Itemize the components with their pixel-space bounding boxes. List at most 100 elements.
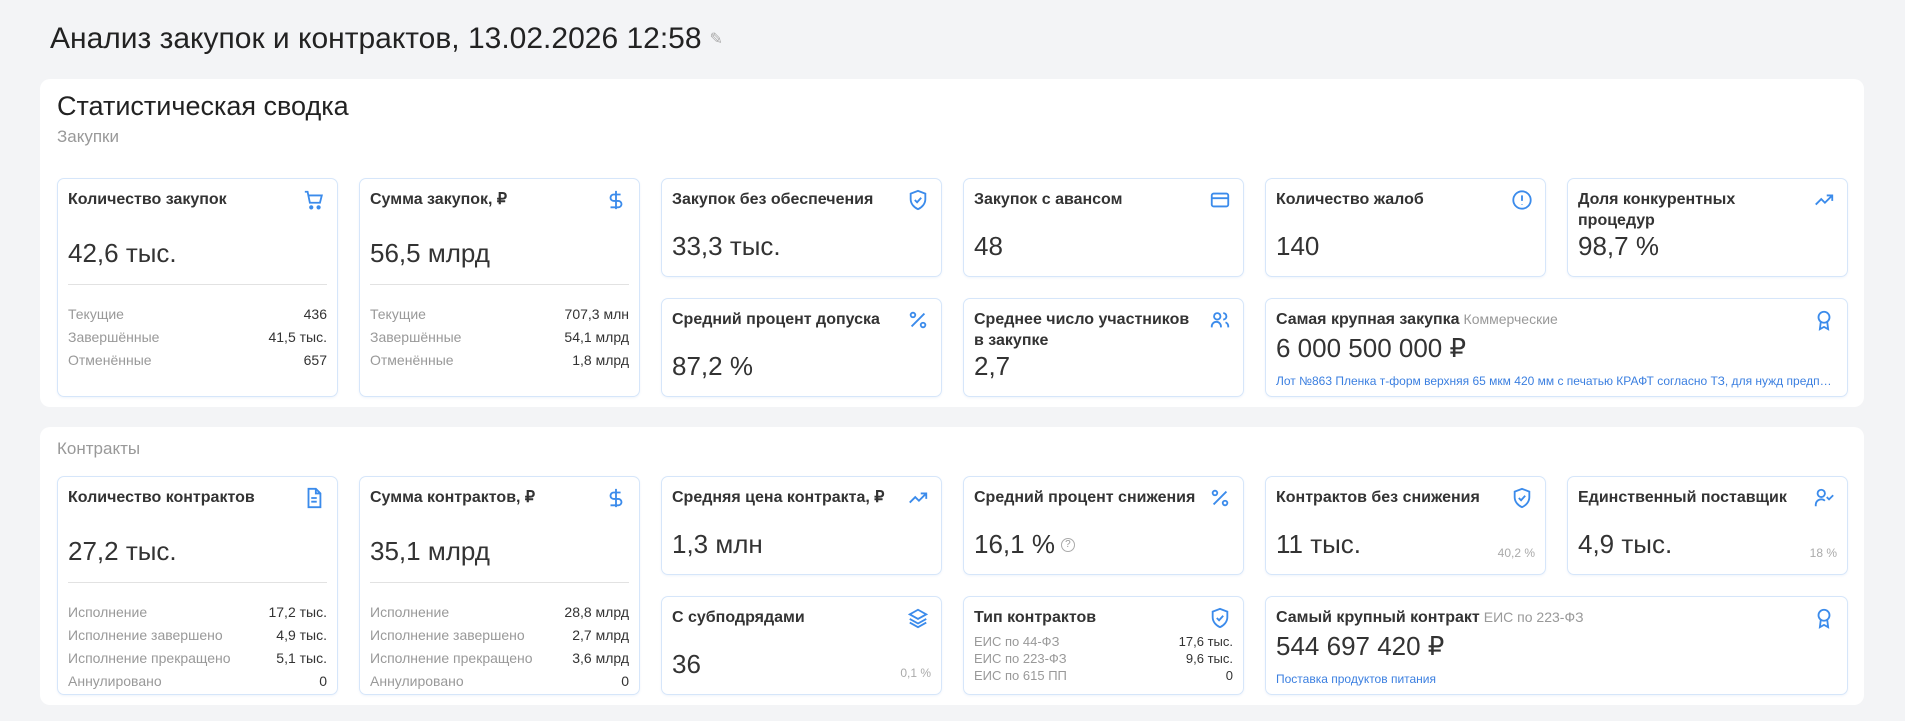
- purchases-sum-card: Сумма закупок, ₽ 56,5 млрд Текущие 707,3 …: [359, 178, 640, 397]
- row-value: 4,9 тыс.: [276, 627, 327, 643]
- card-title: Закупок с авансом: [974, 191, 1123, 208]
- contract-types-list: ЕИС по 44-ФЗ 17,6 тыс. ЕИС по 223-ФЗ 9,6 т…: [974, 633, 1233, 684]
- divider: [68, 284, 327, 285]
- row-label: Исполнение прекращено: [370, 650, 533, 666]
- card-title: Средняя цена контракта, ₽: [672, 489, 885, 506]
- row-value: 0: [319, 673, 327, 689]
- stat-row: Исполнение завершено 4,9 тыс.: [68, 624, 327, 647]
- help-icon[interactable]: ?: [1060, 537, 1075, 552]
- dollar-icon: [605, 189, 627, 211]
- row-value: 17,2 тыс.: [268, 604, 327, 620]
- contract-types-card: Тип контрактов ЕИС по 44-ФЗ 17,6 тыс. ЕИС…: [963, 596, 1244, 695]
- row-label: Исполнение прекращено: [68, 650, 231, 666]
- card-tag: ЕИС по 223-ФЗ: [1483, 609, 1584, 625]
- contracts-section-title: Контракты: [57, 439, 141, 458]
- card-value: 11 тыс.: [1276, 529, 1362, 559]
- stat-row: Аннулировано 0: [68, 670, 327, 693]
- shield-check-icon: [1209, 607, 1231, 629]
- users-icon: [1209, 309, 1231, 331]
- card-title-text: Самая крупная закупка: [1276, 311, 1460, 328]
- row-label: Отменённые: [68, 352, 152, 368]
- stat-row: Исполнение 17,2 тыс.: [68, 601, 327, 624]
- card-value: 42,6 тыс.: [68, 238, 177, 268]
- stat-row: Аннулировано 0: [370, 670, 629, 693]
- card-value: 16,1 %?: [974, 529, 1075, 560]
- cart-icon: [303, 189, 325, 211]
- stat-row: ЕИС по 223-ФЗ 9,6 тыс.: [974, 650, 1233, 667]
- card-value: 140: [1276, 231, 1320, 261]
- card-value: 6 000 500 000 ₽: [1276, 333, 1467, 363]
- stat-row: ЕИС по 44-ФЗ 17,6 тыс.: [974, 633, 1233, 650]
- card-value: 4,9 тыс.: [1578, 529, 1673, 559]
- card-share: 18 %: [1809, 546, 1837, 560]
- card-title: Контрактов без снижения: [1276, 489, 1480, 506]
- card-value: 98,7 %: [1578, 231, 1659, 261]
- trending-up-icon: [1813, 189, 1835, 211]
- row-label: Текущие: [68, 306, 124, 322]
- stat-row: Текущие 436: [68, 303, 327, 326]
- row-value: 28,8 млрд: [564, 604, 629, 620]
- complaints-card: Количество жалоб 140: [1265, 178, 1546, 277]
- row-value: 436: [303, 306, 327, 322]
- largest-purchase-link[interactable]: Лот №863 Пленка т-форм верхняя 65 мкм 42…: [1276, 374, 1837, 388]
- divider: [370, 284, 629, 285]
- participants-card: Среднее число участников в закупке 2,7: [963, 298, 1244, 397]
- admission-card: Средний процент допуска 87,2 %: [661, 298, 942, 397]
- card-title: Количество закупок: [68, 191, 227, 208]
- row-label: Исполнение завершено: [68, 627, 223, 643]
- card-title: Самая крупная закупка Коммерческие: [1276, 309, 1837, 330]
- row-value: 1,8 млрд: [572, 352, 629, 368]
- card-title: Единственный поставщик: [1578, 489, 1787, 506]
- no-security-card: Закупок без обеспечения 33,3 тыс.: [661, 178, 942, 277]
- card-title: С субподрядами: [672, 609, 805, 626]
- stat-row: Исполнение прекращено 3,6 млрд: [370, 647, 629, 670]
- card-value: 544 697 420 ₽: [1276, 631, 1445, 661]
- summary-title: Статистическая сводка: [57, 91, 349, 121]
- card-tag: Коммерческие: [1463, 311, 1558, 327]
- row-value: 707,3 млн: [564, 306, 629, 322]
- card-title: Сумма закупок, ₽: [370, 191, 508, 208]
- contracts-panel: Контракты Количество контрактов 27,2 тыс…: [40, 427, 1864, 705]
- card-value: 36: [672, 649, 701, 679]
- card-title: Средний процент снижения: [974, 489, 1196, 506]
- stat-row: Исполнение завершено 2,7 млрд: [370, 624, 629, 647]
- row-value: 9,6 тыс.: [1185, 651, 1233, 666]
- dollar-icon: [605, 487, 627, 509]
- largest-contract-card: Самый крупный контракт ЕИС по 223-ФЗ 544 …: [1265, 596, 1848, 695]
- row-value: 657: [303, 352, 327, 368]
- contracts-count-card: Количество контрактов 27,2 тыс. Исполнен…: [57, 476, 338, 695]
- layers-icon: [907, 607, 929, 629]
- largest-purchase-card: Самая крупная закупка Коммерческие 6 000 …: [1265, 298, 1848, 397]
- row-label: Исполнение завершено: [370, 627, 525, 643]
- summary-panel: Статистическая сводка Закупки Количество…: [40, 79, 1864, 407]
- edit-pencil-icon[interactable]: ✎: [709, 31, 723, 48]
- stat-row: Завершённые 54,1 млрд: [370, 326, 629, 349]
- card-value: 48: [974, 231, 1003, 261]
- row-label: Исполнение: [370, 604, 450, 620]
- stat-row: Исполнение 28,8 млрд: [370, 601, 629, 624]
- row-label: ЕИС по 44-ФЗ: [974, 634, 1060, 649]
- largest-contract-link[interactable]: Поставка продуктов питания: [1276, 672, 1437, 686]
- shield-check-icon: [1511, 487, 1533, 509]
- card-share: 0,1 %: [900, 666, 931, 680]
- purchases-count-card: Количество закупок 42,6 тыс. Текущие 436 …: [57, 178, 338, 397]
- row-label: Текущие: [370, 306, 426, 322]
- award-icon: [1813, 607, 1835, 629]
- card-title: Среднее число участников в закупке: [974, 311, 1190, 349]
- row-value: 0: [621, 673, 629, 689]
- row-value: 3,6 млрд: [572, 650, 629, 666]
- percent-icon: [1209, 487, 1231, 509]
- card-title: Количество жалоб: [1276, 191, 1424, 208]
- alert-circle-icon: [1511, 189, 1533, 211]
- page-title: Анализ закупок и контрактов, 13.02.2026 …: [50, 22, 723, 56]
- card-value: 1,3 млн: [672, 529, 763, 559]
- row-label: ЕИС по 615 ПП: [974, 668, 1067, 683]
- card-title: Количество контрактов: [68, 489, 255, 506]
- stat-row: Текущие 707,3 млн: [370, 303, 629, 326]
- user-check-icon: [1813, 487, 1835, 509]
- stat-row: Отменённые 1,8 млрд: [370, 349, 629, 372]
- card-value: 33,3 тыс.: [672, 231, 781, 261]
- divider: [370, 582, 629, 583]
- stat-row: Отменённые 657: [68, 349, 327, 372]
- award-icon: [1813, 309, 1835, 331]
